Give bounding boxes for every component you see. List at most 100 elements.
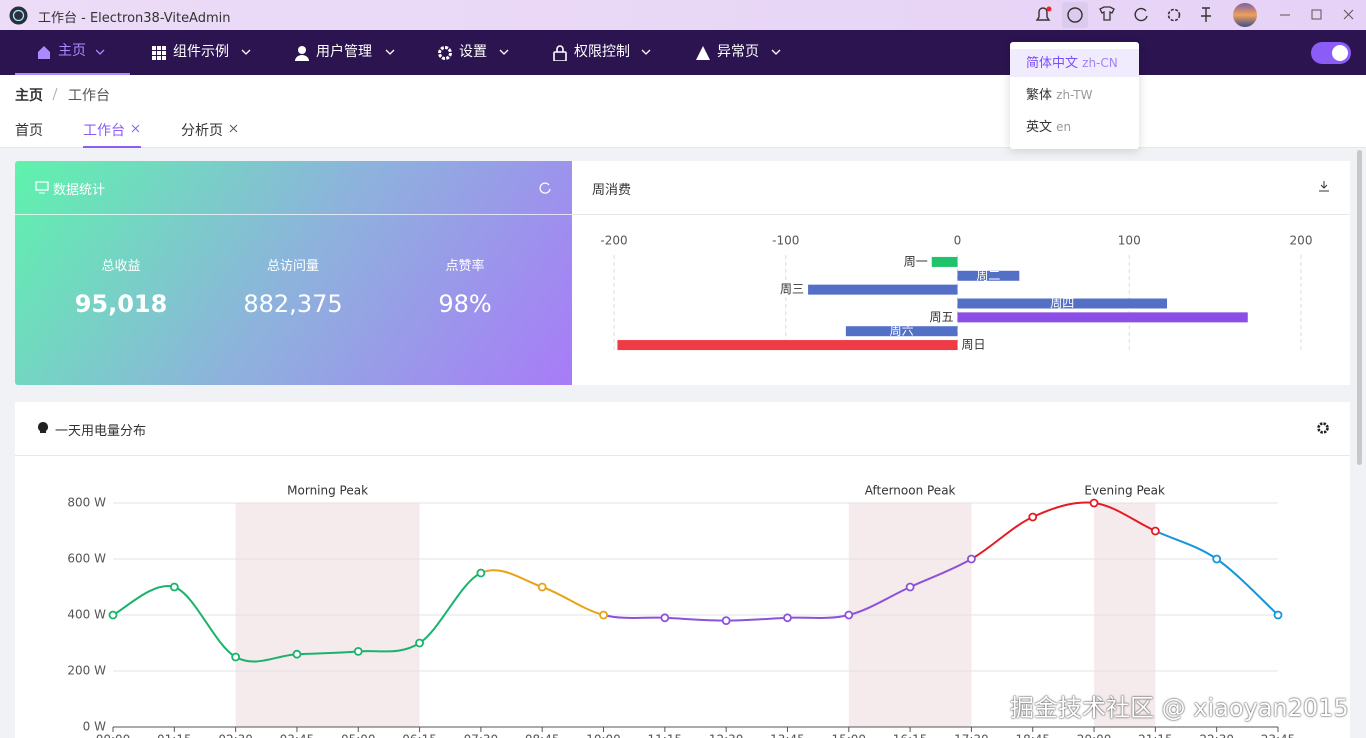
tab-active[interactable]: 工作台	[83, 120, 141, 148]
x-tick-label: 02:30	[218, 733, 253, 738]
line	[480, 569, 604, 616]
point	[1212, 554, 1222, 564]
x-tick-label: 07:30	[464, 733, 499, 738]
menu-item[interactable]: 繁体 zh-TW	[1010, 81, 1139, 109]
x-tick-label: 20:00	[1077, 733, 1112, 738]
breadcrumb-item[interactable]: 主页	[15, 88, 43, 104]
x-tick-label: -200	[600, 234, 627, 248]
lang-code: zh-TW	[1056, 88, 1093, 102]
x-tick-label: 200	[1290, 234, 1313, 248]
y-tick-label: 400 W	[67, 608, 106, 622]
window-title: 工作台 - Electron38-ViteAdmin	[38, 11, 231, 26]
x-tick-label: 21:15	[1138, 733, 1173, 738]
refresh-button[interactable]	[538, 180, 552, 194]
card-title: 周消费	[592, 183, 632, 198]
avatar[interactable]	[1233, 3, 1257, 27]
tab-label: 工作台	[83, 123, 125, 139]
bar-label: 周四	[1050, 296, 1074, 310]
nav-label: 异常页	[717, 44, 759, 60]
pin-icon[interactable]	[1201, 7, 1211, 22]
x-tick-label: 13:45	[770, 733, 805, 738]
nav-label: 权限控制	[574, 44, 630, 60]
x-tick-label: 100	[1118, 234, 1141, 248]
title-bar: 工作台 - Electron38-ViteAdmin	[0, 0, 1366, 30]
x-tick-label: 12:30	[709, 733, 744, 738]
nav-item[interactable]: 主页	[15, 30, 130, 75]
mark-area-label: Evening Peak	[1084, 484, 1165, 498]
menu-item[interactable]: 英文 en	[1010, 113, 1139, 141]
breadcrumb-item: 工作台	[68, 88, 110, 104]
nav-label: 主页	[58, 43, 86, 59]
card-title: 数据统计	[53, 183, 106, 198]
tab-close[interactable]	[229, 124, 239, 134]
point	[169, 582, 179, 592]
language-menu: 简体中文 zh-CN 繁体 zh-TW 英文 en	[1010, 42, 1139, 149]
bar	[957, 312, 1248, 323]
bar	[957, 298, 1168, 309]
stat-value: 98%	[438, 290, 492, 318]
tab[interactable]: 分析页	[181, 123, 223, 139]
x-tick-label: 03:45	[280, 733, 315, 738]
theme-icon[interactable]	[1099, 6, 1115, 21]
bulb-icon	[38, 422, 48, 433]
point	[292, 649, 302, 659]
lang-label: 繁体	[1026, 88, 1053, 103]
lang-button[interactable]	[1062, 2, 1088, 28]
point	[721, 616, 731, 625]
menu-item[interactable]: 简体中文 zh-CN	[1010, 49, 1139, 77]
nav-label: 用户管理	[316, 44, 372, 60]
title-icons	[1035, 2, 1354, 28]
nav-item[interactable]: 设置	[437, 30, 487, 75]
lang-label: 英文	[1026, 120, 1053, 135]
bar-label: 周三	[780, 282, 804, 296]
x-tick-label: 00:00	[96, 733, 131, 738]
divider	[15, 455, 1350, 456]
x-tick-label: 18:45	[1015, 733, 1050, 738]
scrollbar[interactable]	[1357, 150, 1362, 465]
maximize[interactable]	[1311, 9, 1322, 20]
bar	[931, 256, 958, 267]
x-tick-label: 23:45	[1261, 733, 1296, 738]
nav-carets	[96, 49, 781, 55]
line	[970, 501, 1156, 560]
close[interactable]	[1343, 9, 1354, 20]
download-button[interactable]	[1318, 180, 1330, 192]
bar	[845, 326, 958, 337]
divider	[15, 214, 572, 215]
y-tick-label: 200 W	[67, 664, 106, 678]
nav-item[interactable]: 用户管理	[294, 30, 372, 75]
tab[interactable]: 首页	[15, 123, 43, 139]
x-tick-label: 22:30	[1199, 733, 1234, 738]
bell-icon[interactable]	[1035, 7, 1051, 21]
mark-area-label: Morning Peak	[287, 484, 368, 498]
nav-item[interactable]: 组件示例	[151, 30, 229, 75]
point	[1089, 498, 1099, 508]
x-tick-label: 0	[954, 234, 962, 248]
stat-value: 882,375	[243, 290, 343, 318]
point	[537, 582, 547, 592]
point	[1028, 512, 1038, 522]
dark-toggle[interactable]	[1311, 42, 1351, 64]
x-tick-label: 06:15	[402, 733, 437, 738]
x-tick-label: 16:15	[893, 733, 928, 738]
tab-close[interactable]	[131, 124, 141, 134]
app-icon	[9, 6, 28, 25]
point	[599, 610, 608, 620]
nav-item[interactable]: 权限控制	[552, 30, 630, 75]
refresh-icon[interactable]	[1134, 7, 1148, 22]
nav-item[interactable]: 异常页	[695, 30, 759, 75]
point	[231, 652, 241, 662]
bar-label: 周五	[929, 310, 953, 324]
y-tick-label: 600 W	[67, 552, 106, 566]
settings-button[interactable]	[1316, 421, 1330, 435]
point	[476, 568, 486, 578]
mark-area-label: Afternoon Peak	[865, 484, 956, 498]
divider	[572, 214, 1350, 215]
y-tick-label: 0 W	[83, 720, 106, 734]
x-tick-label: 01:15	[157, 733, 192, 738]
settings-icon[interactable]	[1167, 8, 1181, 22]
x-tick-label: 17:30	[954, 733, 989, 738]
point	[1150, 526, 1160, 536]
